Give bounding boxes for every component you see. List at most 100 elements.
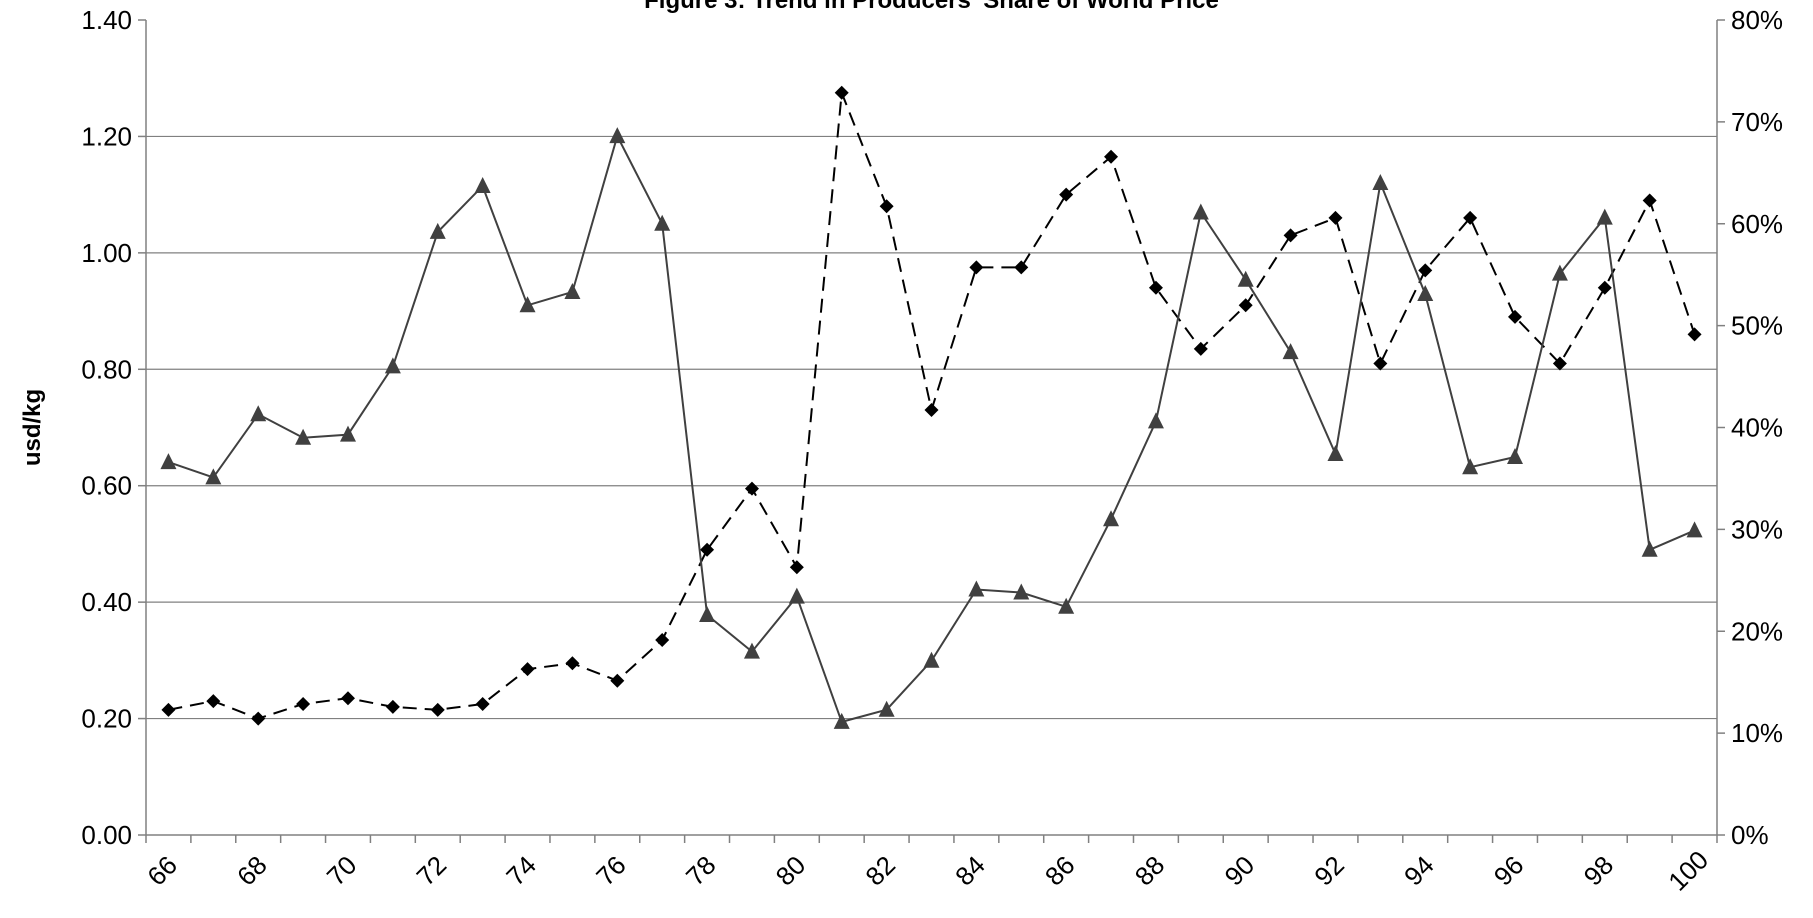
data-point-diamond <box>206 694 221 709</box>
data-point-diamond <box>1148 280 1163 295</box>
data-point-triangle <box>1596 208 1613 225</box>
left-tick-label: 0.00 <box>81 820 132 850</box>
data-point-diamond <box>1373 356 1388 371</box>
right-tick-label: 20% <box>1731 616 1783 646</box>
data-point-diamond <box>700 542 715 557</box>
left-tick-label: 1.40 <box>81 5 132 35</box>
right-y-axis-ticks: 0% 10% 20% 30% 40% 50% 60% 70% 80% <box>1717 5 1783 850</box>
data-point-diamond <box>655 632 670 647</box>
data-point-diamond <box>385 699 400 714</box>
left-tick-label: 0.20 <box>81 704 132 734</box>
x-tick-label: 70 <box>321 850 363 892</box>
data-point-diamond <box>1104 149 1119 164</box>
x-tick-label: 76 <box>590 850 632 892</box>
x-tick-label: 90 <box>1219 850 1261 892</box>
data-point-diamond <box>1418 263 1433 278</box>
x-tick-label: 84 <box>949 850 991 892</box>
data-point-triangle <box>1686 521 1703 538</box>
data-point-diamond <box>879 199 894 214</box>
data-point-triangle <box>564 283 581 300</box>
data-point-triangle <box>1551 264 1568 281</box>
x-axis-ticks: 66 68 70 72 74 76 78 80 82 84 86 88 90 92 94 96 98 100 <box>141 835 1718 897</box>
x-tick-label: 66 <box>141 850 183 892</box>
data-point-triangle <box>384 357 401 374</box>
data-point-diamond <box>834 85 849 100</box>
data-point-triangle <box>1237 270 1254 287</box>
series-2 <box>160 127 1703 729</box>
data-point-triangle <box>1327 444 1344 461</box>
data-point-diamond <box>296 697 311 712</box>
data-point-triangle <box>1372 174 1389 190</box>
left-y-axis-ticks: 0.00 0.20 0.40 0.60 0.80 1.00 1.20 1.40 <box>81 5 146 850</box>
data-point-triangle <box>429 222 446 239</box>
data-point-diamond <box>744 481 759 496</box>
data-point-triangle <box>1103 510 1120 527</box>
data-point-triangle <box>1641 540 1658 557</box>
data-point-diamond <box>475 697 490 712</box>
data-point-triangle <box>833 712 850 729</box>
data-point-diamond <box>1463 210 1478 225</box>
data-point-diamond <box>1238 298 1253 313</box>
data-point-triangle <box>1417 285 1434 302</box>
data-point-diamond <box>565 656 580 671</box>
right-tick-label: 30% <box>1731 514 1783 544</box>
x-tick-label: 96 <box>1488 850 1530 892</box>
data-point-triangle <box>1013 583 1030 600</box>
data-point-diamond <box>1193 341 1208 356</box>
data-point-diamond <box>161 702 176 717</box>
series-1 <box>161 85 1702 726</box>
data-point-triangle <box>295 428 312 445</box>
left-tick-label: 1.20 <box>81 121 132 151</box>
right-tick-label: 50% <box>1731 311 1783 341</box>
x-tick-label: 92 <box>1308 850 1350 892</box>
data-point-triangle <box>205 468 222 485</box>
data-point-triangle <box>923 651 940 668</box>
left-tick-label: 0.40 <box>81 587 132 617</box>
data-point-triangle <box>968 580 985 597</box>
data-point-triangle <box>1147 412 1164 429</box>
data-point-triangle <box>609 127 626 144</box>
right-tick-label: 40% <box>1731 413 1783 443</box>
data-point-triangle <box>339 425 356 442</box>
right-tick-label: 60% <box>1731 209 1783 239</box>
data-point-diamond <box>1642 193 1657 208</box>
data-point-diamond <box>520 662 535 677</box>
data-point-triangle <box>250 405 267 422</box>
x-tick-label: 68 <box>231 850 273 892</box>
chart-title: Figure 3: Trend in Producers' Share of W… <box>644 0 1219 14</box>
data-point-triangle <box>878 700 895 717</box>
left-tick-label: 1.00 <box>81 238 132 268</box>
data-point-diamond <box>924 403 939 418</box>
data-point-triangle <box>654 214 671 231</box>
data-point-diamond <box>969 260 984 275</box>
data-point-triangle <box>1282 343 1299 360</box>
data-point-diamond <box>610 673 625 688</box>
right-tick-label: 0% <box>1731 820 1769 850</box>
x-tick-label: 72 <box>411 850 453 892</box>
gridlines <box>146 135 1717 720</box>
left-tick-label: 0.60 <box>81 471 132 501</box>
y-axis-title: usd/kg <box>19 389 46 466</box>
data-point-triangle <box>1507 448 1524 465</box>
data-point-diamond <box>1014 260 1029 275</box>
data-point-diamond <box>1552 356 1567 371</box>
data-point-diamond <box>1508 309 1523 324</box>
x-tick-label: 82 <box>859 850 901 892</box>
data-point-diamond <box>1283 228 1298 243</box>
x-tick-label: 80 <box>770 850 812 892</box>
data-point-diamond <box>1059 187 1074 202</box>
right-tick-label: 80% <box>1731 5 1783 35</box>
left-tick-label: 0.80 <box>81 354 132 384</box>
x-tick-label: 94 <box>1398 850 1440 892</box>
data-point-triangle <box>743 642 760 659</box>
axes <box>145 20 1718 836</box>
data-point-diamond <box>340 691 355 706</box>
data-point-triangle <box>1058 597 1075 614</box>
x-tick-label: 98 <box>1578 850 1620 892</box>
x-tick-label: 100 <box>1662 845 1714 897</box>
series <box>160 85 1703 729</box>
x-tick-label: 74 <box>500 850 542 892</box>
data-point-triangle <box>788 587 805 604</box>
data-point-diamond <box>1597 280 1612 295</box>
